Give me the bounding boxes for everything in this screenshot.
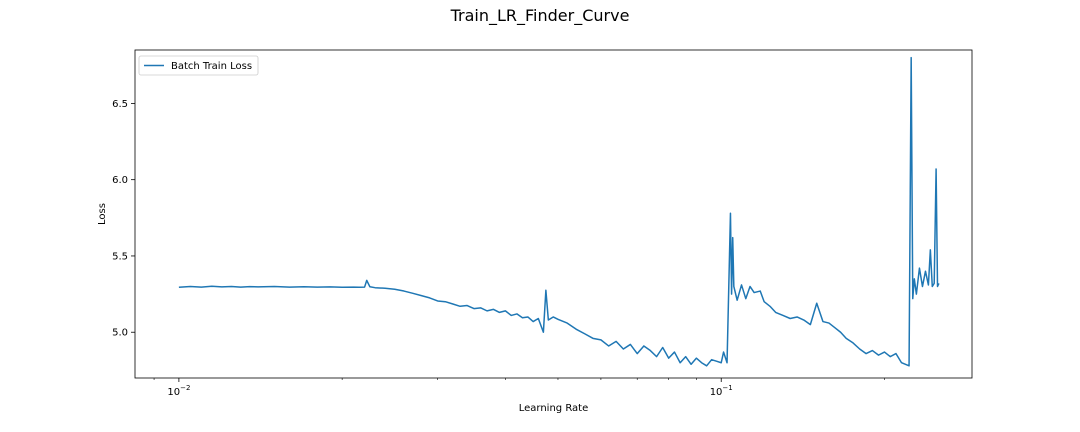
x-tick-label-0: 10−2 [167, 384, 190, 398]
x-tick-label-1: 10−1 [710, 384, 733, 398]
plot-area-frame [134, 49, 973, 379]
y-tick-label-3: 6.5 [112, 99, 128, 110]
legend: Batch Train Loss [138, 55, 259, 76]
legend-box [138, 55, 259, 76]
x-axis-ticks: 10−2 10−1 [153, 378, 885, 398]
x-axis-label: Learning Rate [519, 403, 589, 414]
series-layer [178, 56, 940, 367]
y-axis-ticks: 5.0 5.5 6.0 6.5 [112, 99, 135, 339]
y-tick-label-0: 5.0 [112, 328, 128, 339]
y-axis-label: Loss [97, 203, 108, 225]
chart-title: Train_LR_Finder_Curve [450, 6, 630, 25]
legend-series-label: Batch Train Loss [171, 61, 252, 72]
y-tick-label-1: 5.5 [112, 251, 128, 262]
y-tick-label-2: 6.0 [112, 175, 128, 186]
series-line-0 [178, 56, 940, 367]
